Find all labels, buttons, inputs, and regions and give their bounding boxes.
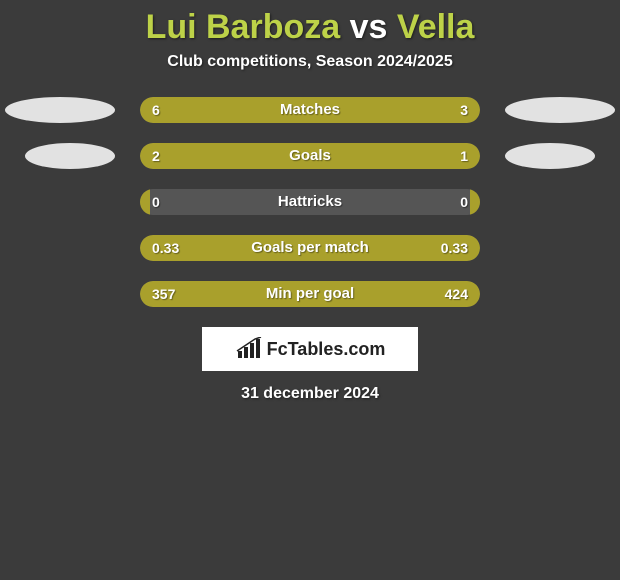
stat-bar: 63Matches [140, 97, 480, 123]
stat-row: 357424Min per goal [0, 281, 620, 307]
player2-name: Vella [397, 8, 475, 46]
player1-name: Lui Barboza [146, 8, 341, 46]
stat-bar: 00Hattricks [140, 189, 480, 215]
stat-row: 63Matches [0, 97, 620, 123]
stat-label: Hattricks [140, 189, 480, 215]
stat-row: 00Hattricks [0, 189, 620, 215]
stat-label: Goals [140, 143, 480, 169]
vs-label: vs [350, 8, 388, 46]
stat-label: Goals per match [140, 235, 480, 261]
player2-badge [505, 143, 595, 169]
stat-bar: 357424Min per goal [140, 281, 480, 307]
stat-bar: 21Goals [140, 143, 480, 169]
brand-box: FcTables.com [202, 327, 418, 371]
stats-rows: 63Matches 21Goals 00Hattricks 0.330.33Goals… [0, 97, 620, 307]
player2-badge [505, 97, 615, 123]
brand-text: FcTables.com [267, 339, 386, 360]
stat-row: 21Goals [0, 143, 620, 169]
stat-row: 0.330.33Goals per match [0, 235, 620, 261]
date-label: 31 december 2024 [0, 385, 620, 403]
stat-bar: 0.330.33Goals per match [140, 235, 480, 261]
brand-chart-icon [235, 337, 263, 361]
stat-label: Matches [140, 97, 480, 123]
player1-badge [25, 143, 115, 169]
page-title: Lui Barboza vs Vella [0, 8, 620, 47]
subtitle: Club competitions, Season 2024/2025 [0, 53, 620, 71]
player1-badge [5, 97, 115, 123]
stat-label: Min per goal [140, 281, 480, 307]
